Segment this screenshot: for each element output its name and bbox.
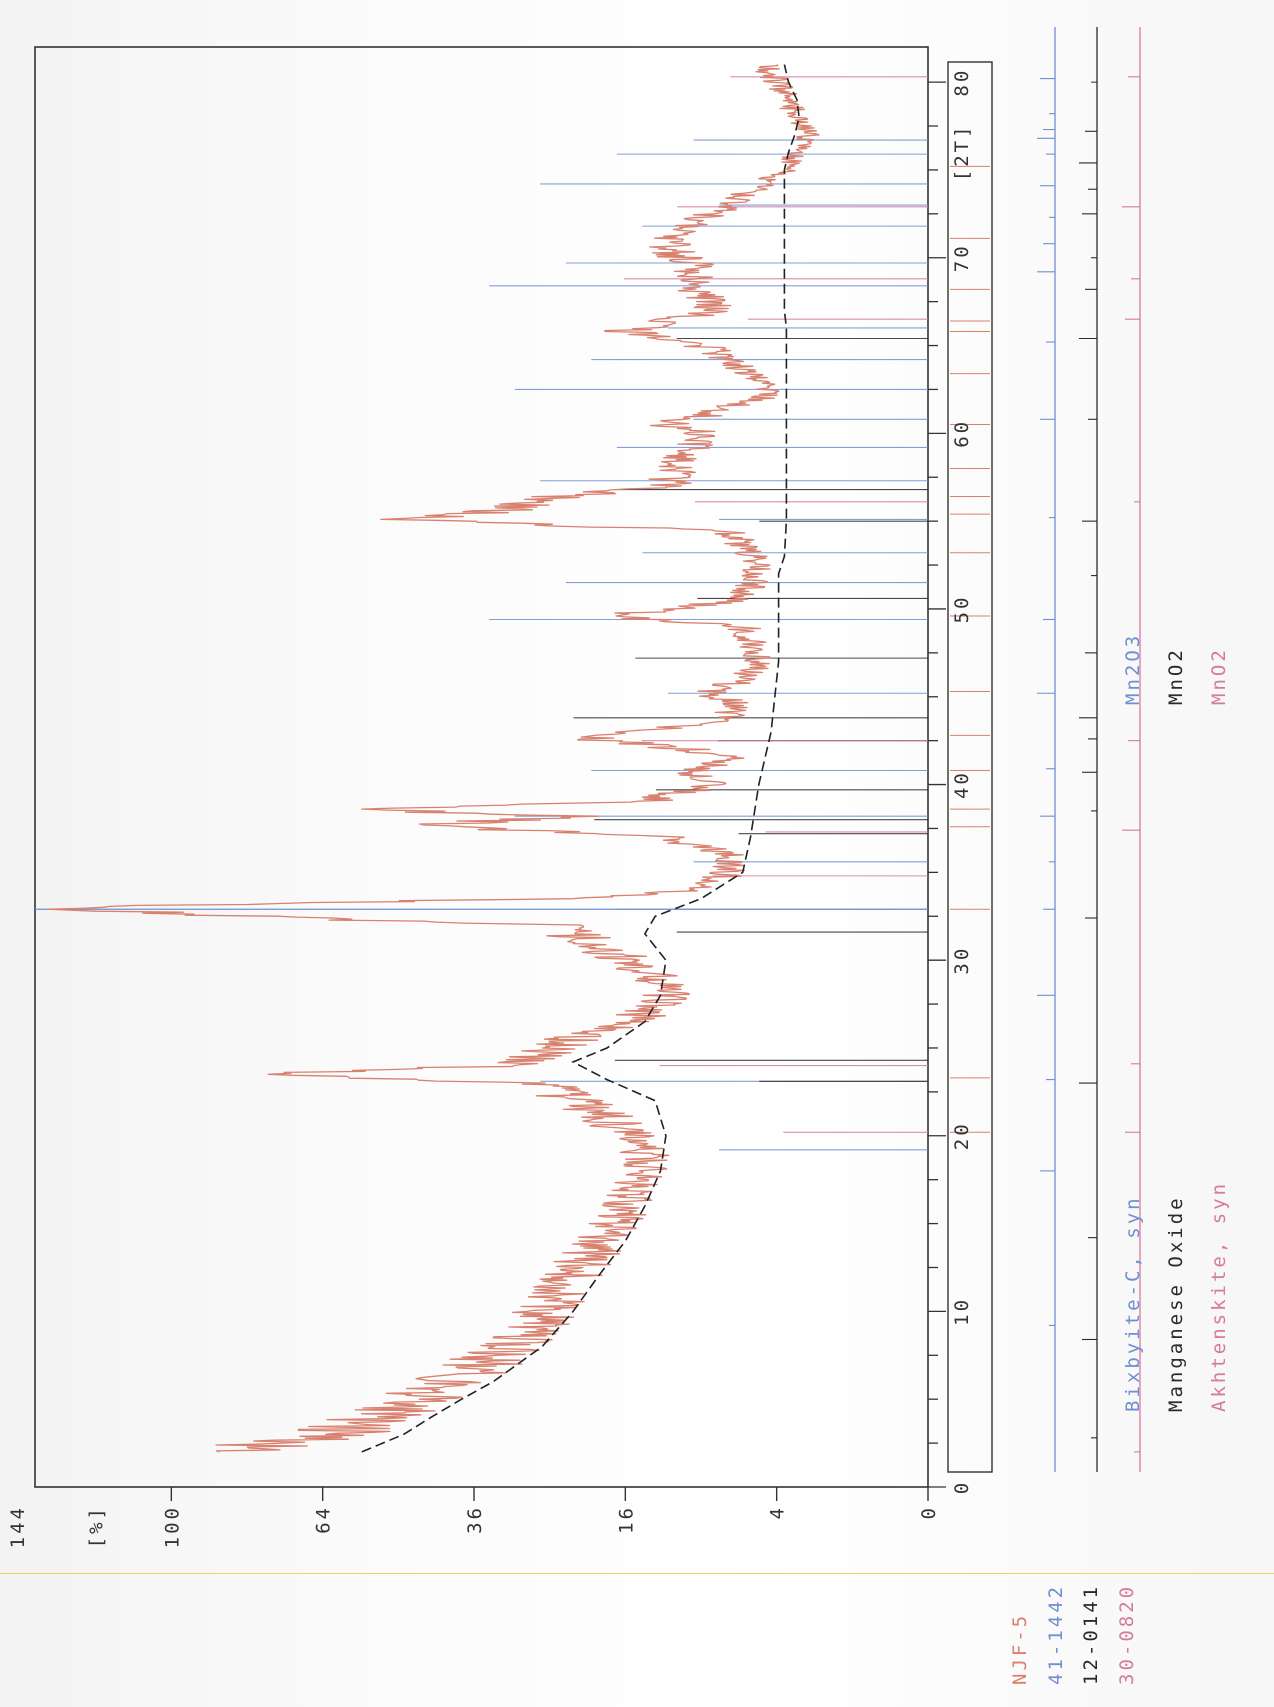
- y-top-tick-label: 144: [7, 1505, 29, 1548]
- phase-formula-bixbyite: Mn2O3: [1122, 632, 1144, 705]
- series-background-fit: [361, 64, 800, 1453]
- tick-layer: [170, 81, 946, 1501]
- x-tick-label: 0: [951, 1480, 973, 1494]
- phase-ref-bixbyite: 41-1442: [1045, 1583, 1067, 1685]
- y-tick-label: 36: [464, 1505, 486, 1534]
- sample-label: NJF-5: [1009, 1612, 1031, 1685]
- stick-marker-layer: [947, 27, 1141, 1473]
- phase-name-manganese-oxide: Manganese Oxide: [1165, 1195, 1187, 1412]
- x-tick-label: 40: [951, 770, 973, 799]
- x-tick-label: 70: [951, 243, 973, 272]
- phase-formula-manganese-oxide: MnO2: [1165, 647, 1187, 705]
- phase-ref-manganese-oxide: 12-0141: [1080, 1583, 1102, 1685]
- x-tick-label: 10: [951, 1297, 973, 1326]
- frame-layer: [34, 46, 929, 1488]
- y-tick-label: 64: [313, 1505, 335, 1534]
- njf5-stick-box: [947, 61, 993, 1473]
- x-axis-label: [2T]: [951, 123, 973, 181]
- y-tick-label: 4: [767, 1505, 789, 1519]
- reference-peak-layer: [35, 76, 928, 1151]
- x-tick-label: 80: [951, 68, 973, 97]
- x-tick-label: 60: [951, 419, 973, 448]
- text-layer: 0 4 16 36 64 100 [%] 144 0 10 20 30 40 50 60 70 80 [2T]: [7, 68, 973, 1549]
- page-marker-line: [0, 1573, 1274, 1574]
- y-tick-label: 100: [161, 1505, 183, 1548]
- x-tick-label: 20: [951, 1121, 973, 1150]
- plot-frame: [34, 46, 929, 1488]
- phase-ref-akhtenskite: 30-0820: [1116, 1583, 1138, 1685]
- y-tick-label: 16: [615, 1505, 637, 1534]
- x-tick-label: 50: [951, 595, 973, 624]
- rotated-chart-page: 0 4 16 36 64 100 [%] 144 0 10 20 30 40 50 60 70 80 [2T] N…: [0, 7, 1274, 1707]
- y-axis-label: [%]: [86, 1505, 108, 1548]
- phase-formula-akhtenskite: MnO2: [1208, 647, 1230, 705]
- phase-name-bixbyite: Bixbyite-C, syn: [1122, 1195, 1144, 1412]
- x-tick-label: 30: [951, 946, 973, 975]
- y-tick-label: 0: [918, 1505, 940, 1519]
- series-layer: [48, 64, 820, 1453]
- series-njf5-pattern: [48, 64, 820, 1453]
- xrd-plot: 0 4 16 36 64 100 [%] 144 0 10 20 30 40 50 60 70 80 [2T]: [7, 27, 1141, 1549]
- phase-name-akhtenskite: Akhtenskite, syn: [1208, 1180, 1230, 1412]
